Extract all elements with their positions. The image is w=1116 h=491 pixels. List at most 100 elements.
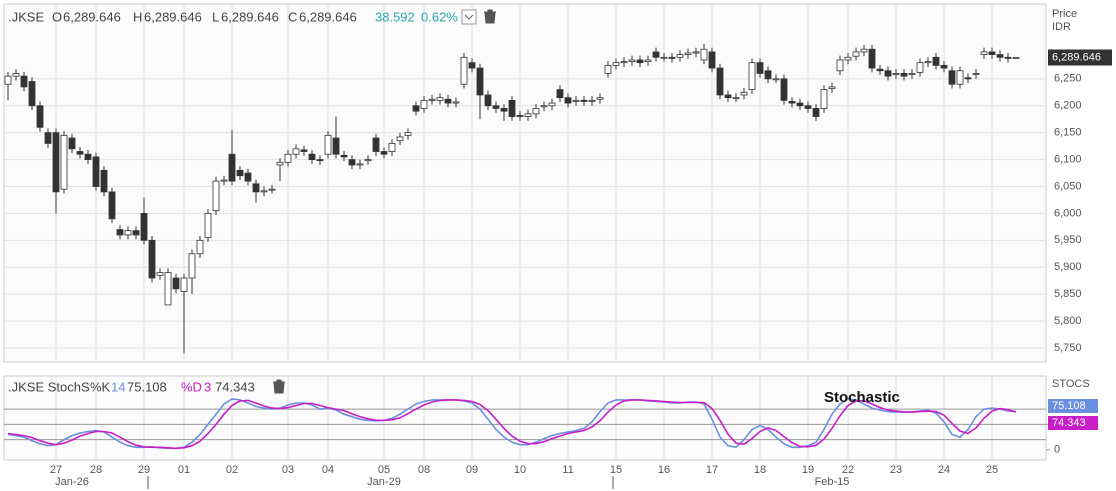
candle-body	[92, 156, 100, 187]
candle-body	[228, 153, 236, 182]
ohlc-key: H	[133, 9, 142, 24]
candle-body	[180, 277, 188, 292]
candle-body	[308, 153, 316, 160]
candle-body	[988, 51, 996, 56]
candle-body	[716, 67, 724, 96]
value-tag-label: 74.343	[1052, 417, 1086, 429]
candle-body	[660, 56, 668, 59]
candle-body	[44, 132, 52, 144]
y-tick-label: 6,050	[1054, 180, 1082, 192]
candle-body	[124, 230, 132, 236]
candle-body	[996, 54, 1004, 58]
dropdown[interactable]	[461, 9, 477, 25]
candle-body	[292, 148, 300, 155]
delete-icon[interactable]	[273, 379, 285, 394]
axis-label: IDR	[1052, 21, 1071, 33]
candle-body	[620, 61, 628, 64]
candle-body	[708, 51, 716, 69]
candle-body	[380, 151, 388, 155]
candle-body	[388, 143, 396, 152]
candle-body	[260, 190, 268, 193]
study-value: 74.343	[215, 379, 255, 394]
candle-body	[732, 97, 740, 100]
candle-body	[148, 239, 156, 279]
candle-body	[508, 99, 516, 117]
candle-body	[804, 105, 812, 109]
candle-body	[932, 56, 940, 66]
x-tick-label: 18	[754, 464, 766, 476]
axis-label: STOCS	[1052, 378, 1090, 390]
candle-body	[852, 51, 860, 57]
last-price-label: 6,289.646	[1052, 51, 1101, 63]
candle-body	[212, 180, 220, 212]
y-tick-label: 6,250	[1054, 73, 1082, 85]
candle-body	[756, 62, 764, 74]
candle-body	[748, 62, 756, 90]
candle-body	[828, 86, 836, 89]
candle-body	[452, 101, 460, 104]
candle-body	[524, 113, 532, 117]
y-tick-label: 5,900	[1054, 261, 1082, 273]
candle-body	[956, 70, 964, 85]
x-tick-label: 19	[802, 464, 814, 476]
candle-body	[812, 108, 820, 117]
candle-body	[540, 105, 548, 108]
y-tick-label: 5,800	[1054, 315, 1082, 327]
candle-body	[348, 159, 356, 166]
x-tick-label: 03	[282, 464, 294, 476]
candle-body	[436, 97, 444, 101]
dropdown-arrow	[464, 14, 474, 20]
value-tag-label: 75.108	[1052, 400, 1086, 412]
candle-body	[532, 108, 540, 115]
candle-body	[692, 51, 700, 54]
stoch-header: .JKSE StochS %K 14 75.108 %D 3 74.343 St…	[8, 378, 1090, 406]
candle-body	[276, 161, 284, 166]
x-tick-label: 04	[322, 464, 334, 476]
candle-body	[412, 105, 420, 112]
x-tick-label: 29	[138, 464, 150, 476]
candle-body	[892, 73, 900, 75]
x-tick-label: 27	[50, 464, 62, 476]
x-tick-label: 02	[226, 464, 238, 476]
candle-body	[964, 77, 972, 80]
candle-body	[188, 253, 196, 279]
marks: 6,289.646 75.108 74.343	[4, 43, 1112, 450]
candle-body	[924, 61, 932, 64]
x-tick-label: 15	[610, 464, 622, 476]
candle-body	[268, 188, 276, 191]
candle-body	[652, 51, 660, 58]
period-label: Feb-15	[815, 476, 850, 488]
y-tick-label: 6,200	[1054, 100, 1082, 112]
candle-body	[252, 183, 260, 193]
candle-body	[876, 68, 884, 72]
study-value: 75.108	[127, 379, 167, 394]
param-value: 3	[204, 379, 211, 394]
candle-body	[76, 151, 84, 155]
candle-body	[628, 59, 636, 63]
y-tick-label: 0	[1054, 444, 1060, 456]
y-tick-label: 6,150	[1054, 127, 1082, 139]
candle-body	[324, 134, 332, 155]
ohlc-value: 6,289.646	[299, 9, 357, 24]
candle-body	[900, 73, 908, 77]
candle-body	[868, 48, 876, 69]
candle-body	[860, 48, 868, 53]
candle-body	[788, 101, 796, 104]
candle-body	[20, 75, 28, 88]
symbol: .JKSE	[8, 9, 44, 24]
x-tick-label: 25	[986, 464, 998, 476]
candle-body	[356, 163, 364, 166]
ohlc-value: 6,289.646	[221, 9, 279, 24]
candle-body	[836, 59, 844, 72]
candle-body	[604, 64, 612, 74]
candle-body	[724, 94, 732, 99]
candle-body	[196, 239, 204, 255]
candle-body	[668, 56, 676, 59]
candle-body	[492, 105, 500, 109]
candle-body	[468, 62, 476, 69]
candle-body	[564, 97, 572, 104]
candle-body	[980, 51, 988, 56]
candle-body	[884, 70, 892, 77]
candle-body	[908, 73, 916, 75]
delete-icon[interactable]	[484, 9, 496, 24]
